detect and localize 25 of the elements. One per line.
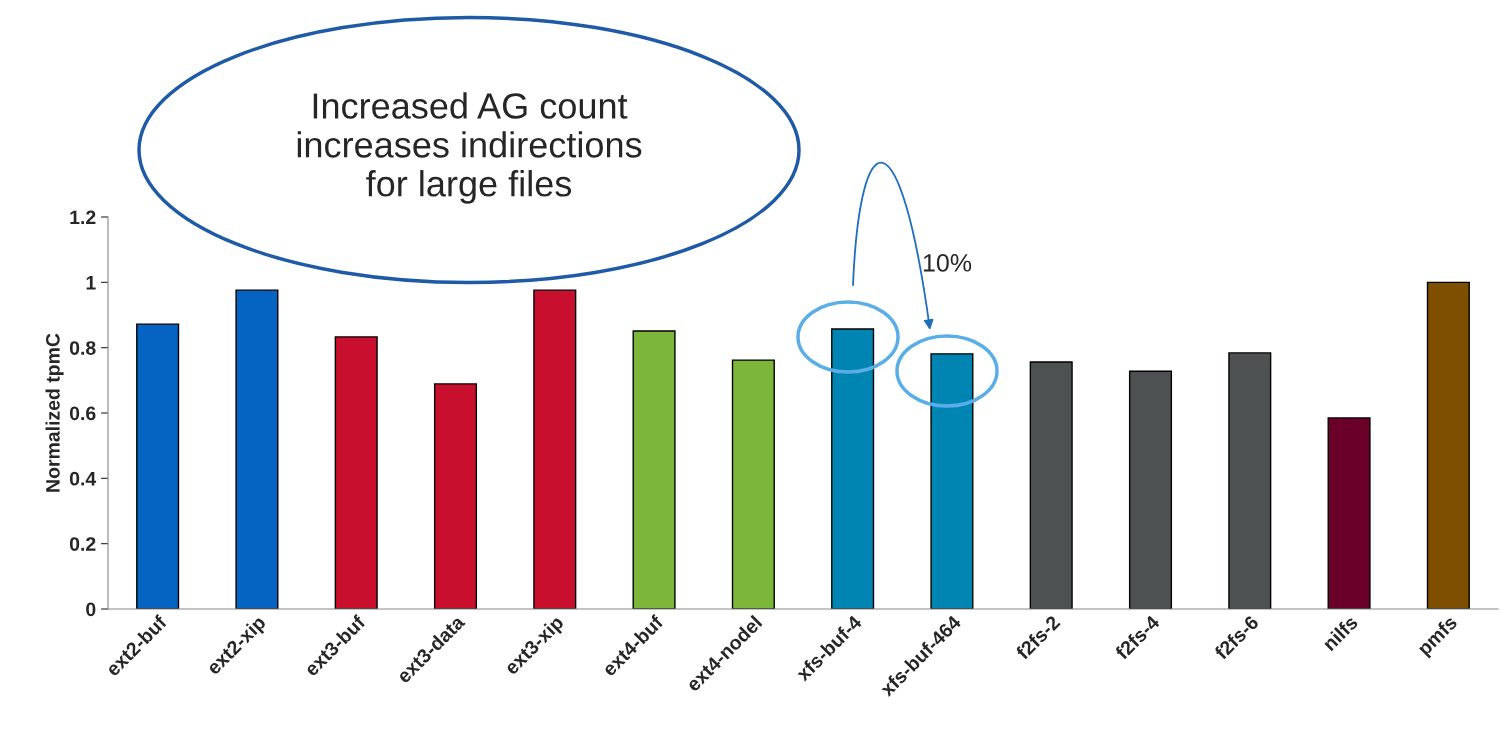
bar: [1029, 361, 1073, 609]
y-axis-title: Normalized tpmC: [45, 333, 64, 492]
y-tick-label: 0.8: [69, 341, 96, 355]
bar: [831, 328, 875, 609]
bar: [930, 353, 974, 609]
y-tick-label: 0.4: [69, 471, 97, 486]
bar: [433, 383, 478, 609]
bar: [1426, 281, 1470, 609]
bar: [1228, 352, 1272, 609]
y-tick-label: 1: [86, 276, 96, 290]
y-tick-label: 0: [86, 602, 96, 617]
annotation: 10%: [923, 254, 972, 272]
y-tick-label: 1.2: [70, 210, 96, 225]
bar: [1128, 370, 1173, 609]
text: Increased AG count increases indirections for large files: [297, 92, 642, 204]
y-tick-label: 0.2: [69, 537, 96, 551]
bar: [632, 330, 676, 609]
bar: [235, 289, 279, 609]
bar: [1327, 417, 1371, 609]
bar: [136, 323, 180, 609]
bar: [731, 359, 775, 609]
bar: [334, 336, 378, 609]
x-tick-label: nilfs: [1321, 614, 1359, 652]
y-tick-label: 0.6: [69, 406, 96, 421]
bar: [533, 289, 577, 609]
